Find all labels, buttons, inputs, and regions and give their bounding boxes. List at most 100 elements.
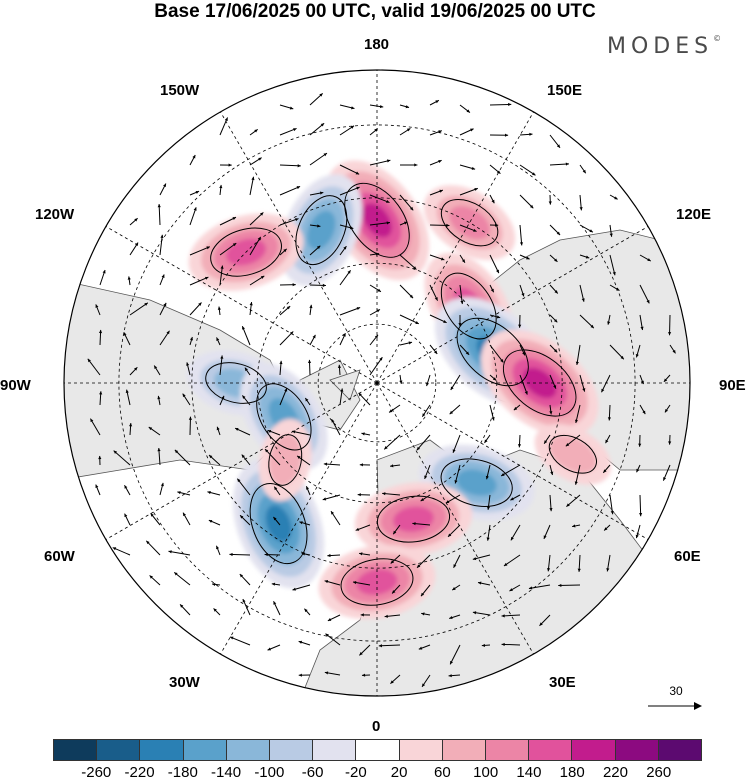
wind-arrow xyxy=(123,332,131,346)
wind-arrow xyxy=(291,430,311,436)
wind-arrow xyxy=(327,614,341,622)
colorbar-tick-label: -100 xyxy=(254,764,285,781)
wind-arrow xyxy=(361,432,371,436)
wind-arrow xyxy=(609,194,618,200)
wind-arrow xyxy=(399,163,418,167)
wind-arrow xyxy=(159,183,167,196)
wind-arrow xyxy=(639,404,646,415)
colorbar-swatch-2 xyxy=(140,739,184,761)
anomaly-blob xyxy=(549,435,597,473)
wind-arrow xyxy=(510,524,521,541)
wind-arrow xyxy=(98,455,102,466)
wind-arrow xyxy=(219,265,224,286)
wind-arrow xyxy=(273,601,281,616)
wind-arrow xyxy=(219,395,225,406)
wind-arrow xyxy=(399,127,411,136)
colorbar-swatch-5 xyxy=(270,739,314,761)
wind-arrow xyxy=(565,434,581,447)
lon-label-90w: 90W xyxy=(0,377,31,394)
wind-arrow xyxy=(219,242,237,256)
wind-arrow xyxy=(339,269,352,286)
wind-arrow xyxy=(129,242,139,256)
colorbar-swatch-7 xyxy=(356,739,400,761)
wind-arrow xyxy=(322,494,341,501)
colorbar-tick-label: 60 xyxy=(434,764,451,781)
wind-arrow xyxy=(638,434,642,447)
wind-arrow xyxy=(307,359,312,376)
wind-arrow xyxy=(472,554,491,561)
wind-arrow xyxy=(429,159,442,166)
wind-arrow xyxy=(392,524,401,535)
lon-label-120w: 120W xyxy=(35,206,75,223)
wind-arrow xyxy=(189,336,194,346)
chart-title: Base 17/06/2025 00 UTC, valid 19/06/2025… xyxy=(154,1,596,22)
wind-arrow xyxy=(359,552,371,556)
wind-arrow xyxy=(639,374,644,385)
wind-arrow xyxy=(639,254,652,262)
wind-arrow xyxy=(157,204,161,226)
wind-arrow xyxy=(472,611,491,616)
wind-arrow xyxy=(481,643,491,647)
meridian-60 xyxy=(376,382,649,540)
colorbar-tick-label: -140 xyxy=(211,764,242,781)
wind-arrow xyxy=(459,164,476,170)
wind-arrow xyxy=(215,545,221,556)
wind-arrow xyxy=(571,524,581,528)
wind-arrow xyxy=(574,404,581,424)
meridian-150 xyxy=(376,111,534,384)
map-boundary xyxy=(63,69,691,697)
wind-arrow xyxy=(309,283,326,287)
colorbar-swatch-1 xyxy=(97,739,141,761)
wind-arrow xyxy=(299,521,311,526)
contour-line xyxy=(210,227,282,277)
wind-arrow xyxy=(249,302,253,316)
wind-arrow xyxy=(189,190,200,196)
latitude-circle-60 xyxy=(256,262,498,504)
colorbar-swatch-12 xyxy=(572,739,616,761)
wind-arrow xyxy=(112,547,131,556)
wind-arrow xyxy=(239,514,251,526)
wind-arrow xyxy=(95,304,101,316)
wind-arrow xyxy=(635,344,641,358)
lon-label-30e: 30E xyxy=(549,674,576,691)
wind-arrow xyxy=(420,494,431,502)
wind-arrow xyxy=(574,464,581,485)
wind-arrow xyxy=(519,164,536,176)
wind-arrow xyxy=(549,162,570,166)
colorbar-swatch-6 xyxy=(313,739,357,761)
wind-arrow xyxy=(668,314,672,336)
wind-arrow xyxy=(429,223,450,227)
wind-arrow xyxy=(566,494,581,507)
wind-arrow xyxy=(607,404,611,421)
wind-arrow xyxy=(148,426,161,436)
wind-arrow xyxy=(339,307,361,316)
contour-line xyxy=(440,458,513,507)
wind-arrow xyxy=(458,314,462,327)
colorbar-tick-label: 20 xyxy=(390,764,408,781)
wind-arrow xyxy=(602,464,611,474)
wind-arrow xyxy=(635,524,641,539)
wind-arrow xyxy=(369,221,391,226)
wind-arrow xyxy=(339,333,346,346)
wind-arrow xyxy=(159,302,167,316)
wind-arrow xyxy=(519,224,524,246)
wind-arrow xyxy=(418,644,431,650)
lon-label-60e: 60E xyxy=(674,548,701,565)
wind-arrow xyxy=(519,132,533,136)
wind-arrow xyxy=(579,314,595,329)
colorbar-tick-label: 140 xyxy=(516,764,542,781)
wind-arrow xyxy=(369,252,380,256)
wind-arrow xyxy=(330,510,341,526)
wind-arrow xyxy=(489,254,500,274)
wind-arrow xyxy=(459,344,470,356)
wind-arrow xyxy=(383,434,401,450)
wind-arrow xyxy=(279,283,296,287)
brand-logo: MODES© xyxy=(607,34,722,59)
wind-arrow xyxy=(399,254,417,270)
colorbar-tick-label: -180 xyxy=(167,764,198,781)
wind-arrow xyxy=(305,486,311,496)
anomaly-blob xyxy=(456,469,497,496)
colorbar-swatch-10 xyxy=(486,739,530,761)
anomaly-blob xyxy=(269,434,302,486)
